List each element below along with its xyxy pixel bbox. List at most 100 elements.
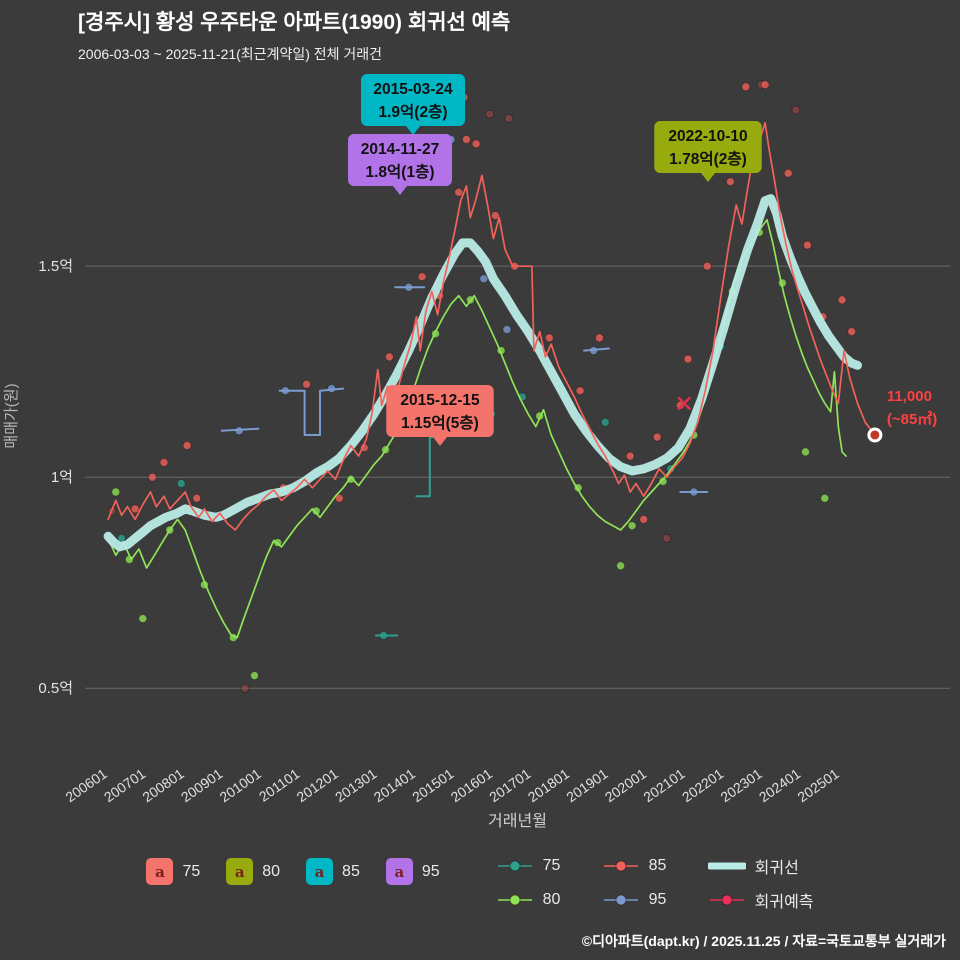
scatter-p80 (658, 476, 668, 486)
x-tick-label: 201501 (409, 765, 457, 805)
x-tick-label: 202001 (602, 765, 650, 805)
annotation-price: 1.8억(1층) (365, 162, 434, 181)
legend-annotation-item-80[interactable]: a 80 (226, 858, 280, 885)
legend-series-item-회귀선[interactable]: 회귀선 (707, 854, 814, 878)
legend-label: 회귀예측 (754, 894, 814, 911)
annotation-price: 1.9억(2층) (378, 102, 447, 121)
subtitle: 2006-03-03 ~ 2025-11-21(최근계약일) 전체 거래건 (78, 46, 383, 63)
legend: a 75 a 80 a 85 a 95 75 85 회귀선 80 95 회귀예측 (0, 850, 960, 912)
scatter-p85 (639, 514, 649, 524)
legend-dot-marker (603, 894, 638, 906)
line-regression (103, 194, 862, 552)
legend-label: 95 (648, 891, 667, 908)
x-axis-label: 거래년월 (488, 812, 547, 830)
line-p85 (107, 121, 876, 531)
scatter-p85 (384, 352, 394, 362)
y-axis-label: 매매가(원) (3, 383, 20, 448)
scatter-old (485, 109, 495, 119)
legend-swatch: a (226, 858, 254, 885)
scatter-p85 (760, 80, 770, 90)
scatter-p85 (741, 82, 751, 92)
scatter-p80 (111, 487, 121, 497)
scatter-p85 (130, 504, 140, 514)
legend-label: 80 (542, 891, 561, 908)
x-tick-label: 200601 (62, 765, 110, 805)
prediction-label: (~85㎡) (887, 410, 937, 428)
legend-series-item-회귀예측[interactable]: 회귀예측 (708, 888, 814, 912)
scatter-p75 (176, 479, 186, 488)
y-tick-label: 1.5억 (38, 258, 73, 275)
legend-label: 75 (542, 857, 561, 874)
legend-label: 85 (342, 862, 360, 880)
scatter-p80 (820, 493, 830, 503)
page-title: [경주시] 황성 우주타운 아파트(1990) 회귀선 예측 (78, 11, 511, 34)
legend-line-marker (707, 862, 746, 870)
scatter-p85 (847, 327, 857, 337)
legend-series-item-95[interactable]: 95 (602, 888, 686, 912)
prediction-label: 11,000 (887, 388, 932, 405)
scatter-p85 (544, 333, 554, 343)
scatter-p85 (837, 295, 847, 305)
x-tick-label: 201101 (256, 765, 303, 804)
legend-series-group: 75 85 회귀선 80 95 회귀예측 (496, 854, 814, 912)
annotation-date: 2022-10-10 (668, 128, 747, 145)
x-tick-label: 202501 (794, 765, 842, 805)
y-tick-label: 1억 (51, 469, 73, 486)
legend-annotation-item-85[interactable]: a 85 (306, 858, 360, 885)
legend-dot-marker (497, 860, 532, 872)
x-tick-label: 201301 (332, 765, 380, 805)
annotation-pointer (701, 173, 715, 182)
line-p95 (220, 427, 260, 432)
scatter-p80 (250, 671, 259, 681)
scatter-p95 (502, 325, 512, 334)
scatter-p85 (575, 386, 585, 396)
x-tick-label: 201801 (525, 765, 573, 805)
x-tick-label: 201601 (448, 765, 496, 805)
legend-series-item-80[interactable]: 80 (496, 888, 580, 912)
line-p95 (278, 387, 345, 436)
scatter-old (240, 683, 250, 693)
legend-series-item-85[interactable]: 85 (602, 854, 686, 878)
scatter-p85 (417, 272, 427, 282)
scatter-p75 (600, 417, 610, 427)
scatter-p95 (479, 274, 489, 284)
scatter-p85 (334, 493, 344, 503)
chart-header: [경주시] 황성 우주타운 아파트(1990) 회귀선 예측 2006-03-0… (78, 10, 510, 64)
scatter-p85 (454, 187, 464, 197)
annotation-box (348, 134, 452, 186)
scatter-p85 (802, 240, 812, 250)
line-p95 (583, 347, 610, 352)
scatter-p85 (461, 135, 471, 144)
legend-annotation-item-75[interactable]: a 75 (146, 858, 200, 885)
legend-annotation-group: a 75 a 80 a 85 a 95 (146, 858, 440, 885)
legend-label: 85 (648, 857, 667, 874)
legend-label: 회귀선 (754, 860, 799, 877)
x-tick-label: 201701 (486, 765, 534, 805)
scatter-p85 (192, 493, 202, 503)
annotation-box (386, 385, 494, 437)
annotation-date: 2014-11-27 (361, 141, 439, 158)
x-tick-label: 201401 (371, 765, 419, 805)
scatter-p80 (627, 521, 637, 531)
x-tick-label: 202401 (756, 765, 804, 805)
scatter-p85 (652, 432, 662, 442)
x-tick-label: 201001 (217, 765, 265, 805)
scatter-p80 (616, 561, 626, 571)
legend-label: 95 (421, 862, 440, 880)
x-tick-label: 201201 (294, 765, 342, 805)
annotation-price: 1.15억(5층) (401, 413, 479, 432)
scatter-p85 (725, 177, 735, 187)
prediction-endpoint (867, 427, 883, 443)
scatter-p85 (159, 457, 169, 467)
annotation-date: 2015-12-15 (400, 392, 480, 409)
legend-series-item-75[interactable]: 75 (496, 854, 580, 878)
scatter-p85 (490, 211, 500, 220)
scatter-p80 (138, 614, 148, 624)
scatter-p80 (801, 447, 810, 457)
scatter-p85 (594, 333, 604, 343)
legend-annotation-item-95[interactable]: a 95 (385, 858, 440, 885)
annotation-date: 2015-03-24 (373, 81, 453, 98)
scatter-old (662, 533, 672, 543)
scatter-p85 (783, 168, 793, 178)
